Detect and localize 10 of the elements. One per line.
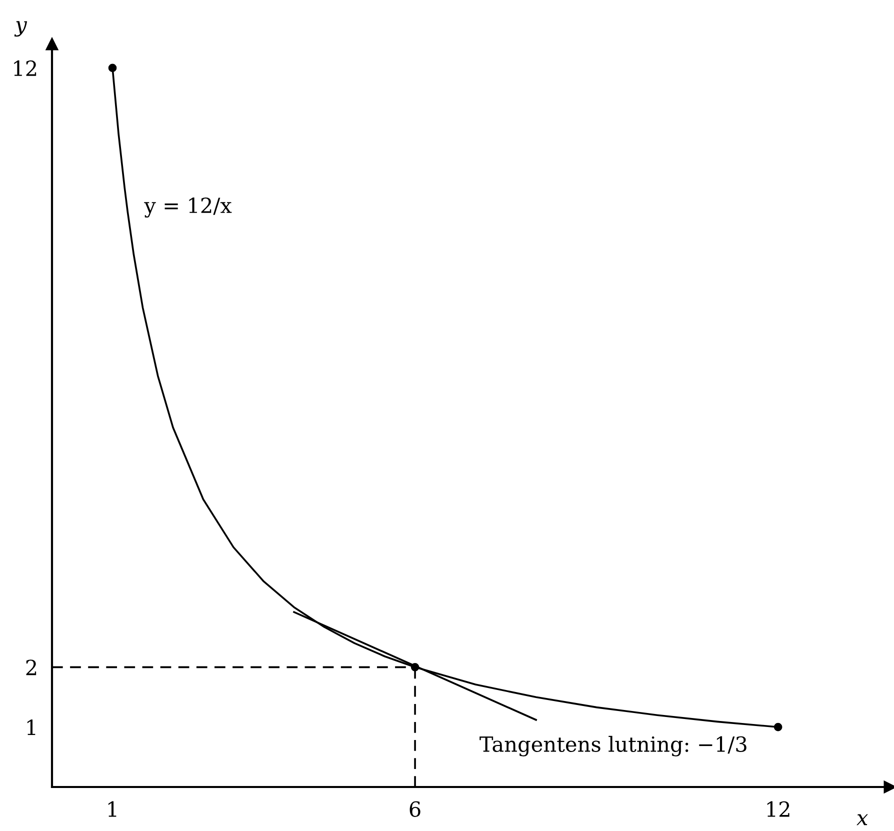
y-axis-title: y — [14, 21, 28, 37]
x-axis-title: x — [856, 814, 868, 826]
y-tick-label: 1 — [27, 720, 36, 735]
annotation: y = 12/x — [144, 197, 232, 218]
x-tick-label: 6 — [410, 801, 420, 818]
x-tick-label: 1 — [108, 801, 116, 817]
x-tick-label: 12 — [767, 801, 790, 817]
annotation: Tangentens lutning: −1/3 — [480, 736, 746, 756]
y-tick-label: 2 — [26, 660, 36, 676]
y-tick-label: 12 — [14, 60, 36, 76]
